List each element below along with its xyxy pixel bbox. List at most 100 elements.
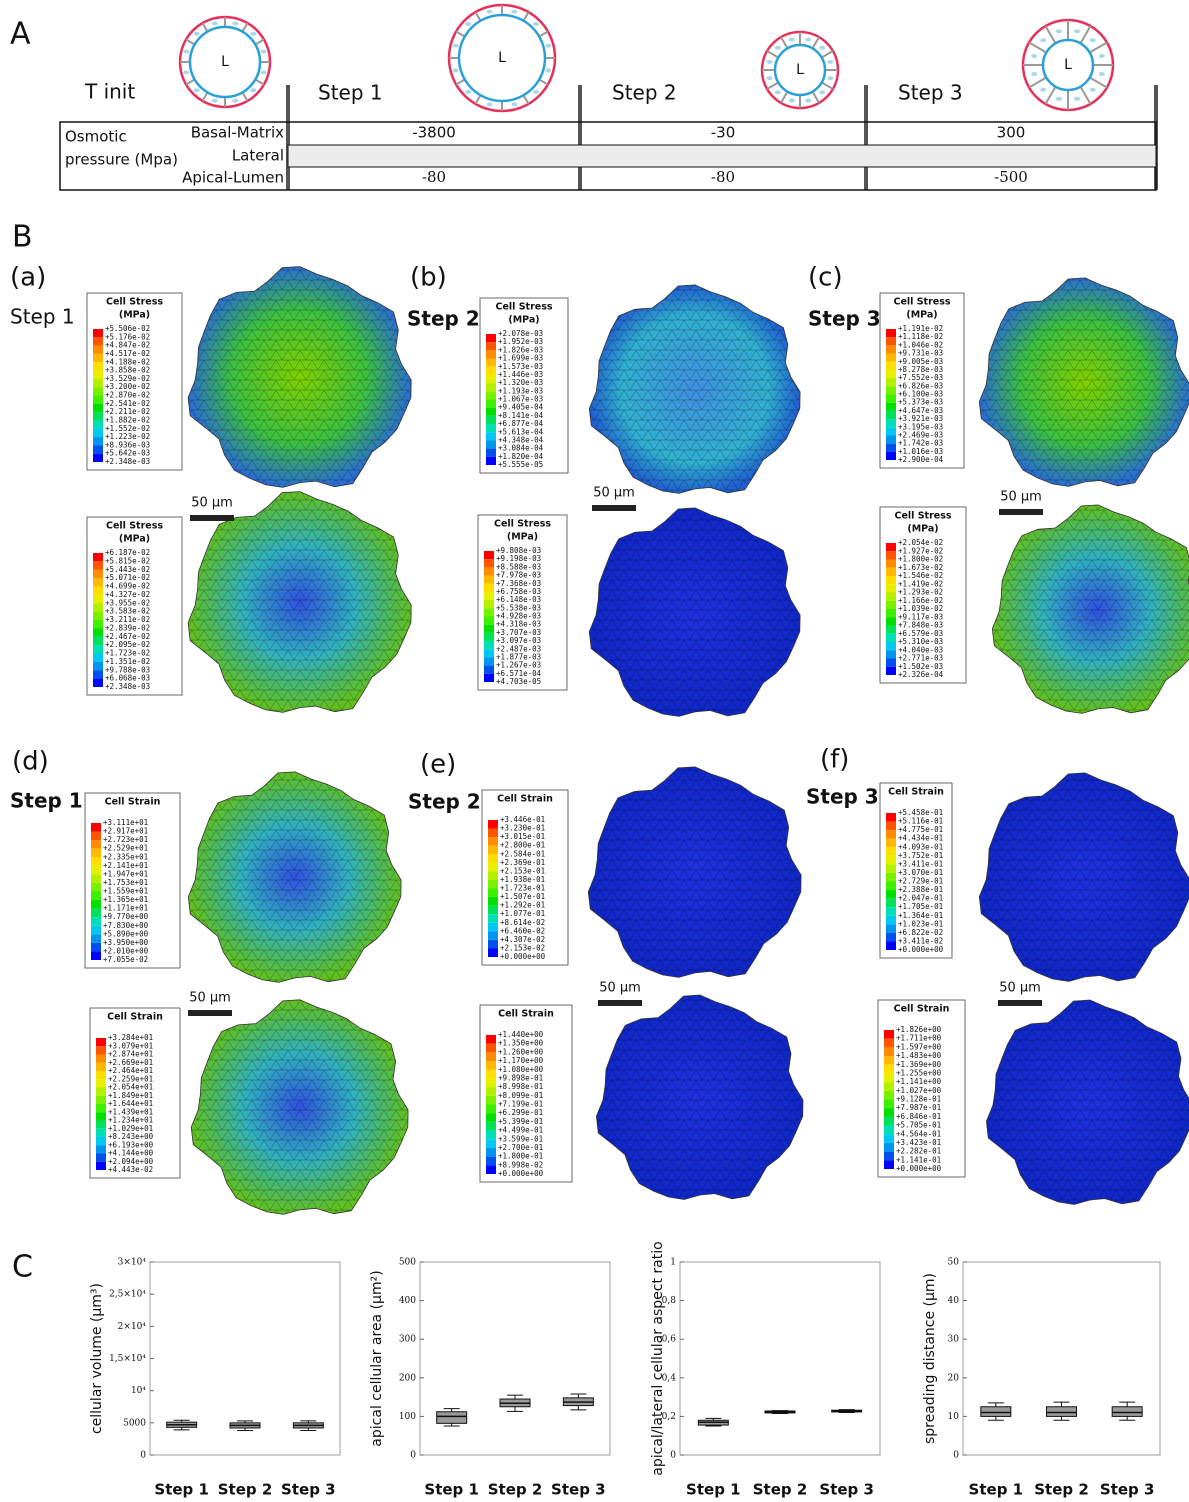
legend-level: +1.191e-02 — [898, 324, 943, 333]
legend-level: +3.599e-01 — [498, 1134, 543, 1143]
legend-level: +4.499e-01 — [498, 1126, 543, 1135]
legend-swatch — [96, 1145, 106, 1154]
legend-level: +1.644e+01 — [108, 1099, 153, 1108]
scale-label: 50 µm — [999, 981, 1041, 996]
legend-swatch — [96, 1128, 106, 1137]
cell-wall — [455, 30, 466, 38]
cell-wall — [1028, 41, 1047, 54]
legend-level: +2.348e-03 — [105, 457, 150, 466]
legend-swatch — [886, 543, 896, 552]
legend-level: +4.564e-01 — [896, 1129, 941, 1138]
nucleus — [250, 88, 257, 93]
legend-swatch — [886, 642, 896, 651]
legend-swatch — [886, 567, 896, 576]
nucleus — [183, 70, 190, 75]
legend-level: +1.320e-03 — [498, 378, 543, 387]
legend-level: +1.446e-03 — [498, 370, 543, 379]
x-tick-label: Step 2 — [488, 1481, 543, 1499]
cyst-lumen — [457, 13, 547, 103]
legend-swatch — [486, 1104, 496, 1114]
legend-level: +1.507e-01 — [500, 892, 545, 901]
nucleus — [511, 9, 518, 14]
legend-swatch — [486, 1139, 496, 1148]
legend-swatch — [96, 1062, 106, 1071]
legend-swatch — [484, 608, 494, 617]
legend-level: +8.588e-03 — [496, 562, 541, 571]
legend-level: +1.573e-03 — [498, 362, 543, 371]
nucleus — [465, 22, 472, 27]
nucleus — [232, 21, 239, 26]
cell-wall — [1089, 76, 1108, 89]
legend-level: +4.699e-02 — [105, 582, 150, 591]
legend-swatch — [886, 435, 896, 444]
legend-level: +7.848e-03 — [898, 621, 943, 630]
y-tick-label: 400 — [399, 1296, 416, 1306]
legend-level: +4.327e-02 — [105, 590, 150, 599]
legend-level: +2.917e+01 — [103, 827, 148, 836]
mesh-grid — [190, 999, 409, 1215]
legend-level: +7.987e-01 — [896, 1103, 941, 1112]
legend-swatch — [486, 334, 496, 343]
legend-swatch — [91, 942, 101, 952]
legend-swatch — [91, 934, 101, 943]
legend-level: +2.211e-02 — [105, 407, 150, 416]
legend-swatch — [486, 1061, 496, 1070]
legend-level: +7.199e-01 — [498, 1100, 543, 1109]
legend-swatch — [91, 908, 101, 918]
legend-swatch — [486, 1147, 496, 1157]
legend-level: +4.775e-01 — [898, 825, 943, 834]
legend-swatch — [886, 907, 896, 916]
cyst-lumen — [773, 43, 827, 97]
legend-level: +2.469e-03 — [898, 430, 943, 439]
legend-level: +2.584e-01 — [500, 849, 545, 858]
step-label: Step 3 — [808, 307, 881, 331]
legend-swatch — [886, 898, 896, 908]
legend-swatch — [486, 358, 496, 367]
legend-level: +4.040e-03 — [898, 645, 943, 654]
cell-value: -3800 — [412, 124, 456, 142]
legend-swatch — [886, 855, 896, 865]
legend-level: +4.703e-05 — [496, 677, 541, 686]
nucleus — [486, 102, 493, 107]
legend-level: +6.846e-01 — [896, 1112, 941, 1121]
legend-level: +2.388e-01 — [898, 885, 943, 894]
legend-level: +1.711e+00 — [896, 1034, 942, 1043]
row-label: Lateral — [232, 147, 284, 165]
nucleus — [788, 37, 795, 42]
legend-level: +8.278e-03 — [898, 365, 943, 374]
legend-swatch — [96, 1153, 106, 1162]
step-label: Step 1 — [318, 81, 383, 105]
legend-swatch — [886, 361, 896, 370]
legend-level: +1.293e-02 — [898, 588, 943, 597]
x-tick-label: Step 3 — [551, 1481, 606, 1499]
legend-level: +1.938e-01 — [500, 875, 545, 884]
legend-level: +1.800e-01 — [498, 1152, 543, 1161]
legend-swatch — [488, 888, 498, 898]
x-tick-label: Step 2 — [753, 1481, 808, 1499]
nucleus — [774, 90, 781, 95]
legend-level: +2.095e-02 — [105, 640, 150, 649]
legend-swatch — [884, 1073, 894, 1083]
legend-swatch — [884, 1125, 894, 1135]
row-header: Osmotic — [65, 128, 127, 146]
legend-swatch — [93, 678, 103, 687]
legend-level: +4.318e-03 — [496, 620, 541, 629]
legend-swatch — [886, 451, 896, 460]
legend-swatch — [486, 1113, 496, 1122]
legend-swatch — [91, 891, 101, 901]
x-tick-label: Step 1 — [969, 1481, 1024, 1499]
mesh-grid — [587, 766, 802, 978]
legend-swatch — [486, 1035, 496, 1044]
cell-wall — [474, 94, 482, 105]
legend-level: +0.000e+00 — [898, 945, 944, 954]
subpanel-label: (d) — [12, 747, 49, 777]
legend-swatch — [486, 424, 496, 433]
legend-level: +5.555e-05 — [498, 460, 543, 469]
legend-level: +1.170e+00 — [498, 1056, 544, 1065]
legend-level: +4.144e+00 — [108, 1149, 154, 1158]
legend-level: +3.015e-01 — [500, 832, 545, 841]
legend-swatch — [886, 329, 896, 338]
legend-level: +9.808e-03 — [496, 546, 541, 555]
legend-swatch — [91, 882, 101, 892]
legend-level: +2.669e+01 — [108, 1058, 153, 1067]
